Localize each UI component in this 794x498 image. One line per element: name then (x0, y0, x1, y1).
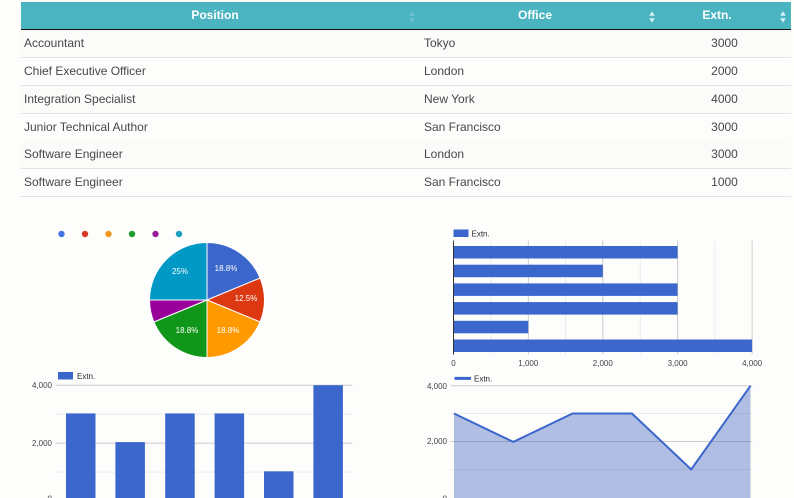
svg-text:18.8%: 18.8% (217, 326, 240, 335)
svg-text:2,000: 2,000 (32, 439, 53, 448)
svg-text:Extn.: Extn. (472, 230, 490, 239)
svg-text:2,000: 2,000 (427, 437, 448, 446)
svg-text:4,000: 4,000 (427, 382, 448, 391)
svg-text:4,000: 4,000 (742, 359, 763, 368)
svg-text:1,000: 1,000 (518, 359, 539, 368)
svg-text:25%: 25% (172, 267, 188, 276)
svg-text:2,000: 2,000 (593, 359, 614, 368)
svg-text:0: 0 (451, 359, 456, 368)
svg-text:4,000: 4,000 (32, 381, 53, 390)
svg-text:0: 0 (48, 495, 53, 498)
svg-text:Extn.: Extn. (77, 372, 95, 381)
svg-text:3,000: 3,000 (668, 359, 689, 368)
svg-text:18.8%: 18.8% (215, 264, 238, 273)
svg-text:18.8%: 18.8% (176, 326, 199, 335)
svg-text:Extn.: Extn. (474, 375, 492, 384)
svg-text:0: 0 (443, 495, 448, 498)
svg-text:12.5%: 12.5% (235, 294, 258, 303)
